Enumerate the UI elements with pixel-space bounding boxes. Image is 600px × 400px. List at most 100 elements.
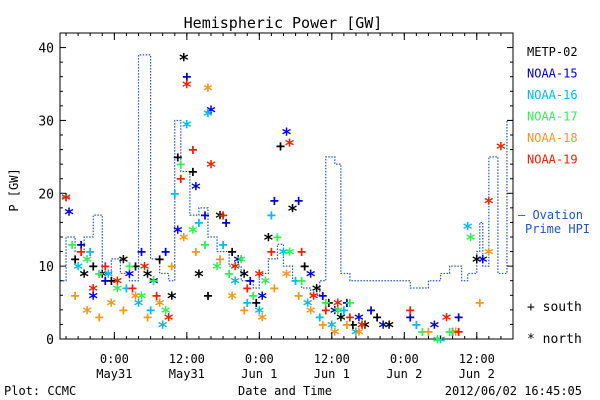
data-point: * xyxy=(118,252,129,273)
legend-north: * north xyxy=(527,332,582,347)
data-point: + xyxy=(194,213,203,231)
data-point: + xyxy=(318,286,327,304)
x-tick-label-time: 12:00 xyxy=(314,352,350,366)
data-point: * xyxy=(106,296,117,317)
data-point: * xyxy=(429,317,440,338)
data-point: * xyxy=(483,245,494,266)
data-point: * xyxy=(302,296,313,317)
data-point: + xyxy=(176,155,185,173)
legend: METP-02 NOAA-15 NOAA-16 NOAA-17 NOAA-18 NOAA-… xyxy=(518,45,590,347)
data-point: * xyxy=(154,296,165,317)
data-point: * xyxy=(139,259,150,280)
data-point: + xyxy=(170,184,179,202)
data-point: * xyxy=(263,230,274,251)
legend-entry: NOAA-17 xyxy=(527,110,578,124)
data-point: * xyxy=(82,252,93,273)
data-point: + xyxy=(152,286,161,304)
x-tick-label-date: May31 xyxy=(96,367,132,381)
data-point: * xyxy=(284,135,295,156)
data-point: * xyxy=(148,274,159,295)
data-point: + xyxy=(149,272,158,290)
data-point: + xyxy=(267,243,276,261)
footer-timestamp: 2012/06/02 16:45:05 xyxy=(445,384,582,398)
data-point: * xyxy=(187,223,198,244)
data-point: * xyxy=(82,303,93,324)
data-point: * xyxy=(206,103,217,124)
data-point: + xyxy=(324,294,333,312)
data-point: + xyxy=(225,264,234,282)
data-point: * xyxy=(284,245,295,266)
data-point: + xyxy=(294,286,303,304)
data-point: + xyxy=(418,323,427,341)
data-point: * xyxy=(354,310,365,331)
data-point: * xyxy=(172,223,183,244)
x-tick-label-date: Jun 2 xyxy=(459,367,495,381)
ovation-step-line xyxy=(60,54,513,296)
data-point: * xyxy=(278,245,289,266)
data-point: + xyxy=(228,243,237,261)
data-point: * xyxy=(88,281,99,302)
data-point: * xyxy=(227,288,238,309)
data-point: * xyxy=(215,208,226,229)
data-point: + xyxy=(321,294,330,312)
data-point: + xyxy=(297,272,306,290)
x-tick-label-time: 0:00 xyxy=(100,352,129,366)
data-point: * xyxy=(203,106,214,127)
data-point: + xyxy=(77,235,86,253)
data-point: + xyxy=(445,323,454,341)
data-point: + xyxy=(216,250,225,268)
data-point: * xyxy=(311,281,322,302)
data-point: + xyxy=(200,235,209,253)
data-point: + xyxy=(412,315,421,333)
data-point: + xyxy=(131,257,140,275)
data-point: + xyxy=(243,294,252,312)
chart-title: Hemispheric Power [GW] xyxy=(184,14,383,32)
data-point: + xyxy=(122,279,131,297)
data-point: * xyxy=(181,117,192,138)
data-point: + xyxy=(89,257,98,275)
data-point: + xyxy=(125,257,134,275)
data-point: + xyxy=(155,250,164,268)
data-point: + xyxy=(161,243,170,261)
data-point: + xyxy=(294,192,303,210)
data-point: + xyxy=(342,315,351,333)
data-point: + xyxy=(454,323,463,341)
data-point: * xyxy=(178,50,189,71)
data-point: * xyxy=(308,288,319,309)
data-point: * xyxy=(360,317,371,338)
x-tick-label-date: Jun 2 xyxy=(386,367,422,381)
data-point: * xyxy=(471,252,482,273)
ovation-prime-hpi-line xyxy=(60,54,513,296)
data-point: + xyxy=(475,294,484,312)
data-point: * xyxy=(477,252,488,273)
data-point: + xyxy=(62,188,71,206)
data-point: * xyxy=(357,317,368,338)
data-point: * xyxy=(124,266,135,287)
data-point: + xyxy=(454,308,463,326)
data-point: * xyxy=(441,310,452,331)
data-point: * xyxy=(465,230,476,251)
data-point: + xyxy=(101,257,110,275)
y-tick-label: 20 xyxy=(38,187,54,202)
data-point: * xyxy=(178,230,189,251)
data-point: * xyxy=(163,310,174,331)
data-point: * xyxy=(432,332,443,353)
data-point: * xyxy=(335,310,346,331)
data-point: + xyxy=(276,137,285,155)
data-points: +*+* +* +*+*+*+*+*+*+*+*+*+* + *+* +**+*+ *+*+… xyxy=(61,50,507,353)
data-point: * xyxy=(384,317,395,338)
data-point: + xyxy=(101,272,110,290)
data-point: * xyxy=(257,310,268,331)
legend-entry: METP-02 xyxy=(527,45,578,59)
legend-entry: NOAA-19 xyxy=(527,153,578,167)
data-point: + xyxy=(71,286,80,304)
data-point: * xyxy=(462,219,473,240)
y-tick-label: 0 xyxy=(46,333,54,348)
legend-south: + south xyxy=(527,300,582,315)
data-point: * xyxy=(332,296,343,317)
data-point: + xyxy=(219,235,228,253)
data-point: + xyxy=(297,243,306,261)
data-point: + xyxy=(243,279,252,297)
data-point: * xyxy=(212,259,223,280)
